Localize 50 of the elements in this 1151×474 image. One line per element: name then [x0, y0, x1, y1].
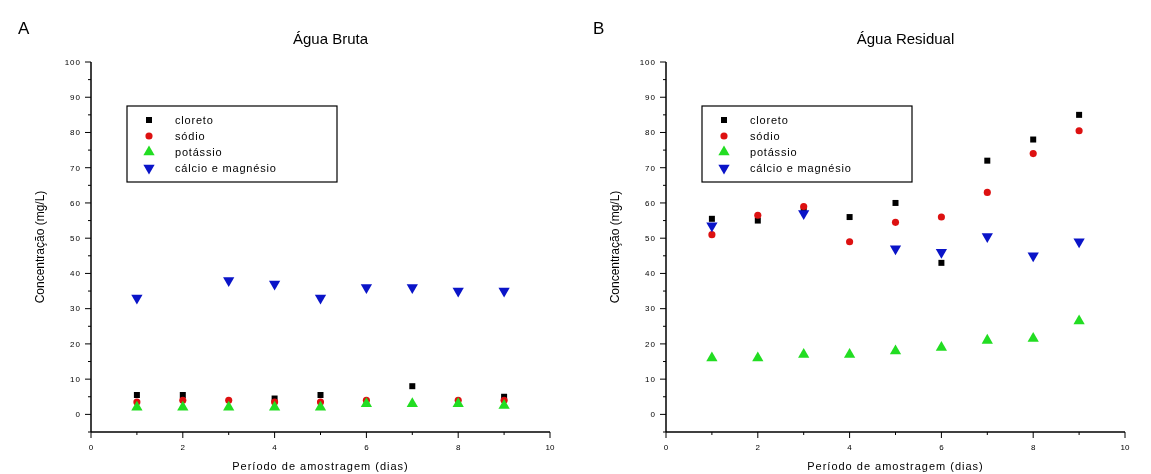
y-tick-label: 40 — [645, 269, 656, 279]
y-tick-label: 10 — [645, 374, 656, 384]
x-tick-label: 8 — [1030, 443, 1036, 452]
y-tick-label: 90 — [645, 93, 656, 103]
x-tick-label: 10 — [1120, 443, 1130, 452]
y-tick-label: 10 — [70, 374, 81, 384]
x-tick-label: 6 — [939, 443, 945, 452]
y-tick-label: 0 — [650, 410, 656, 420]
y-tick-label: 20 — [645, 339, 656, 349]
y-tick-label: 60 — [645, 198, 656, 208]
x-tick-label: 10 — [545, 443, 555, 452]
legend-label: sódio — [175, 129, 206, 142]
x-axis-title: Período de amostragem (dias) — [232, 460, 409, 472]
y-tick-label: 30 — [645, 304, 656, 314]
y-tick-label: 80 — [645, 128, 656, 138]
legend-label: sódio — [750, 129, 781, 142]
y-tick-label: 90 — [70, 93, 81, 103]
y-tick-label: 40 — [70, 269, 81, 279]
y-tick-label: 20 — [70, 339, 81, 349]
y-tick-label: 50 — [645, 233, 656, 243]
x-axis-title: Período de amostragem (dias) — [807, 460, 984, 472]
legend-label: cálcio e magnésio — [175, 161, 277, 174]
text: A — [18, 19, 30, 38]
y-tick-label: 70 — [70, 163, 81, 173]
y-tick-label: 0 — [75, 410, 81, 420]
x-tick-label: 2 — [755, 443, 761, 452]
legend-label: potássio — [175, 145, 223, 158]
x-tick-label: 4 — [272, 443, 278, 452]
x-tick-label: 0 — [663, 443, 669, 452]
x-tick-label: 2 — [180, 443, 186, 452]
y-tick-label: 100 — [64, 57, 81, 67]
y-tick-label: 80 — [70, 128, 81, 138]
y-tick-label: 50 — [70, 233, 81, 243]
legend-label: potássio — [750, 145, 798, 158]
y-axis-title: Concentração (mg/L) — [608, 190, 622, 304]
chart-title: Água Bruta — [292, 30, 369, 47]
y-tick-label: 70 — [645, 163, 656, 173]
legend-label: cloreto — [175, 113, 214, 126]
text: B — [593, 19, 605, 38]
x-tick-label: 0 — [88, 443, 94, 452]
y-tick-label: 60 — [70, 198, 81, 208]
legend-label: cloreto — [750, 113, 789, 126]
x-tick-label: 4 — [847, 443, 853, 452]
y-tick-label: 100 — [639, 57, 656, 67]
chart-title: Água Residual — [856, 30, 955, 47]
legend-label: cálcio e magnésio — [750, 161, 852, 174]
x-tick-label: 8 — [455, 443, 461, 452]
y-tick-label: 30 — [70, 304, 81, 314]
y-axis-title: Concentração (mg/L) — [33, 190, 47, 304]
x-tick-label: 6 — [364, 443, 370, 452]
